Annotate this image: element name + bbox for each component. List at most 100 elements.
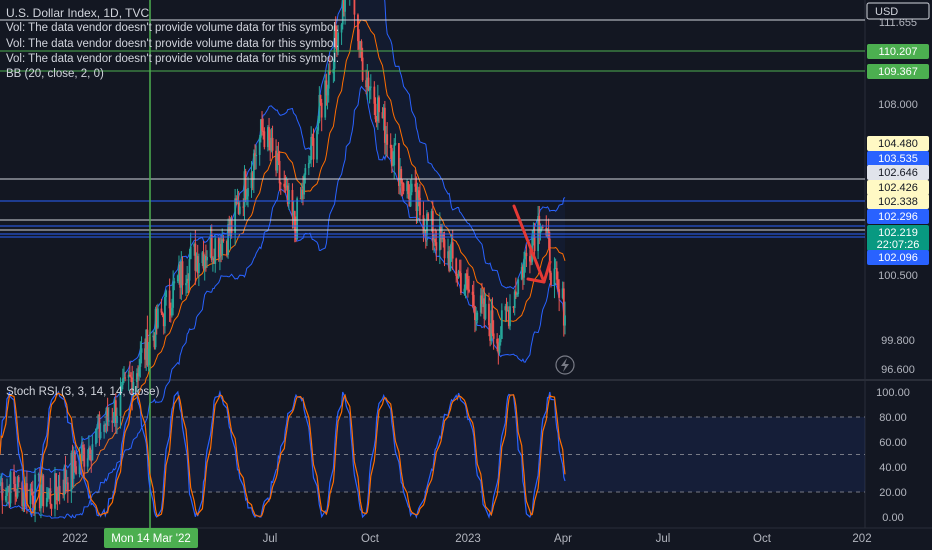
candle-body — [263, 131, 266, 148]
bb-legend[interactable]: BB (20, close, 2, 0) — [6, 68, 104, 80]
candle-body — [229, 220, 232, 236]
candle-body — [203, 256, 206, 269]
candle-body — [524, 252, 527, 260]
candle-body — [422, 215, 425, 234]
candle-body — [408, 194, 411, 207]
rsi-axis-label: 60.00 — [879, 437, 907, 449]
candle-body — [333, 25, 336, 69]
price-tag-value: 104.480 — [878, 138, 918, 150]
candle-body — [173, 281, 176, 284]
candle-body — [340, 24, 343, 33]
rsi-axis-label: 40.00 — [879, 462, 907, 474]
candle-body — [202, 252, 205, 269]
candle-body — [14, 483, 17, 492]
bb-lower — [0, 85, 566, 520]
candle-body — [419, 197, 421, 216]
candle-body — [317, 121, 320, 131]
candle-body — [268, 127, 270, 141]
candle-body — [236, 202, 239, 204]
candle-body — [121, 378, 124, 386]
candle-body — [254, 153, 256, 157]
candle-body — [221, 239, 224, 255]
candle-body — [288, 189, 290, 205]
candle-body — [107, 420, 110, 422]
candle-body — [271, 137, 274, 151]
candle-body — [326, 88, 329, 96]
candle-body — [180, 261, 183, 288]
candle-body — [318, 94, 321, 122]
candle-body — [504, 306, 507, 311]
currency-box — [866, 2, 930, 20]
time-axis-label: Jul — [263, 533, 278, 545]
candle-body — [165, 290, 168, 298]
candle-body — [88, 447, 90, 459]
candle-body — [258, 137, 261, 155]
candle-body — [242, 206, 245, 208]
candle-body — [302, 189, 304, 195]
volume-legend-1: Vol: The data vendor doesn't provide vol… — [6, 22, 340, 34]
candle-body — [4, 495, 7, 501]
candle-body — [277, 153, 280, 161]
candle-body — [311, 137, 314, 139]
price-tag-value: 102.338 — [878, 196, 918, 208]
candle-body — [343, 0, 345, 12]
stoch-rsi-legend[interactable]: Stoch RSI (3, 3, 14, 14, close) — [6, 386, 160, 398]
candle-body — [187, 278, 190, 281]
candle-body — [89, 447, 91, 461]
candle-body — [426, 213, 428, 236]
candle-body — [498, 342, 501, 353]
candle-body — [557, 279, 559, 290]
price-tag — [867, 44, 929, 59]
candle-body — [146, 329, 149, 366]
currency-label: USD — [875, 6, 898, 18]
candle-body — [505, 306, 508, 311]
candle-body — [55, 473, 58, 494]
candle-body — [337, 32, 339, 53]
candle-body — [463, 288, 466, 293]
candle-body — [21, 482, 24, 507]
candle-body — [227, 224, 230, 255]
candle-body — [194, 243, 197, 271]
candle-body — [70, 452, 73, 492]
candle-body — [295, 230, 297, 240]
candle-body — [320, 102, 323, 118]
candle-body — [15, 491, 18, 497]
candle-body — [135, 373, 138, 382]
candle-body — [96, 428, 98, 430]
candle-body — [37, 474, 40, 476]
candle-body — [278, 160, 281, 184]
candle-body — [373, 86, 376, 104]
candle-body — [367, 77, 370, 91]
candle-body — [533, 236, 536, 252]
candle-body — [197, 263, 200, 273]
candle-body — [188, 259, 191, 281]
candle-body — [293, 211, 296, 231]
candle-body — [160, 308, 163, 313]
candle-body — [56, 493, 59, 501]
candle-body — [564, 315, 566, 326]
candle-body — [8, 486, 11, 504]
candle-body — [443, 239, 446, 259]
candle-body — [476, 312, 479, 320]
candle-body — [376, 97, 379, 122]
candle-body — [516, 294, 518, 296]
candle-body — [237, 202, 240, 214]
symbol-title[interactable]: U.S. Dollar Index, 1D, TVC — [6, 6, 150, 20]
candle-body — [50, 504, 53, 509]
candle-body — [499, 338, 502, 343]
candle-body — [17, 477, 20, 483]
price-tag — [867, 151, 929, 166]
candle-body — [389, 144, 392, 149]
candle-body — [210, 234, 213, 261]
volume-legend-3: Vol: The data vendor doesn't provide vol… — [6, 53, 340, 65]
price-tag — [867, 64, 929, 79]
candle-body — [128, 374, 131, 377]
price-tag — [867, 225, 929, 251]
candle-body — [153, 335, 156, 348]
candle-body — [471, 291, 474, 295]
candle-body — [171, 307, 173, 316]
candle-body — [193, 243, 196, 247]
candle-body — [114, 400, 117, 424]
candle-body — [7, 486, 10, 489]
